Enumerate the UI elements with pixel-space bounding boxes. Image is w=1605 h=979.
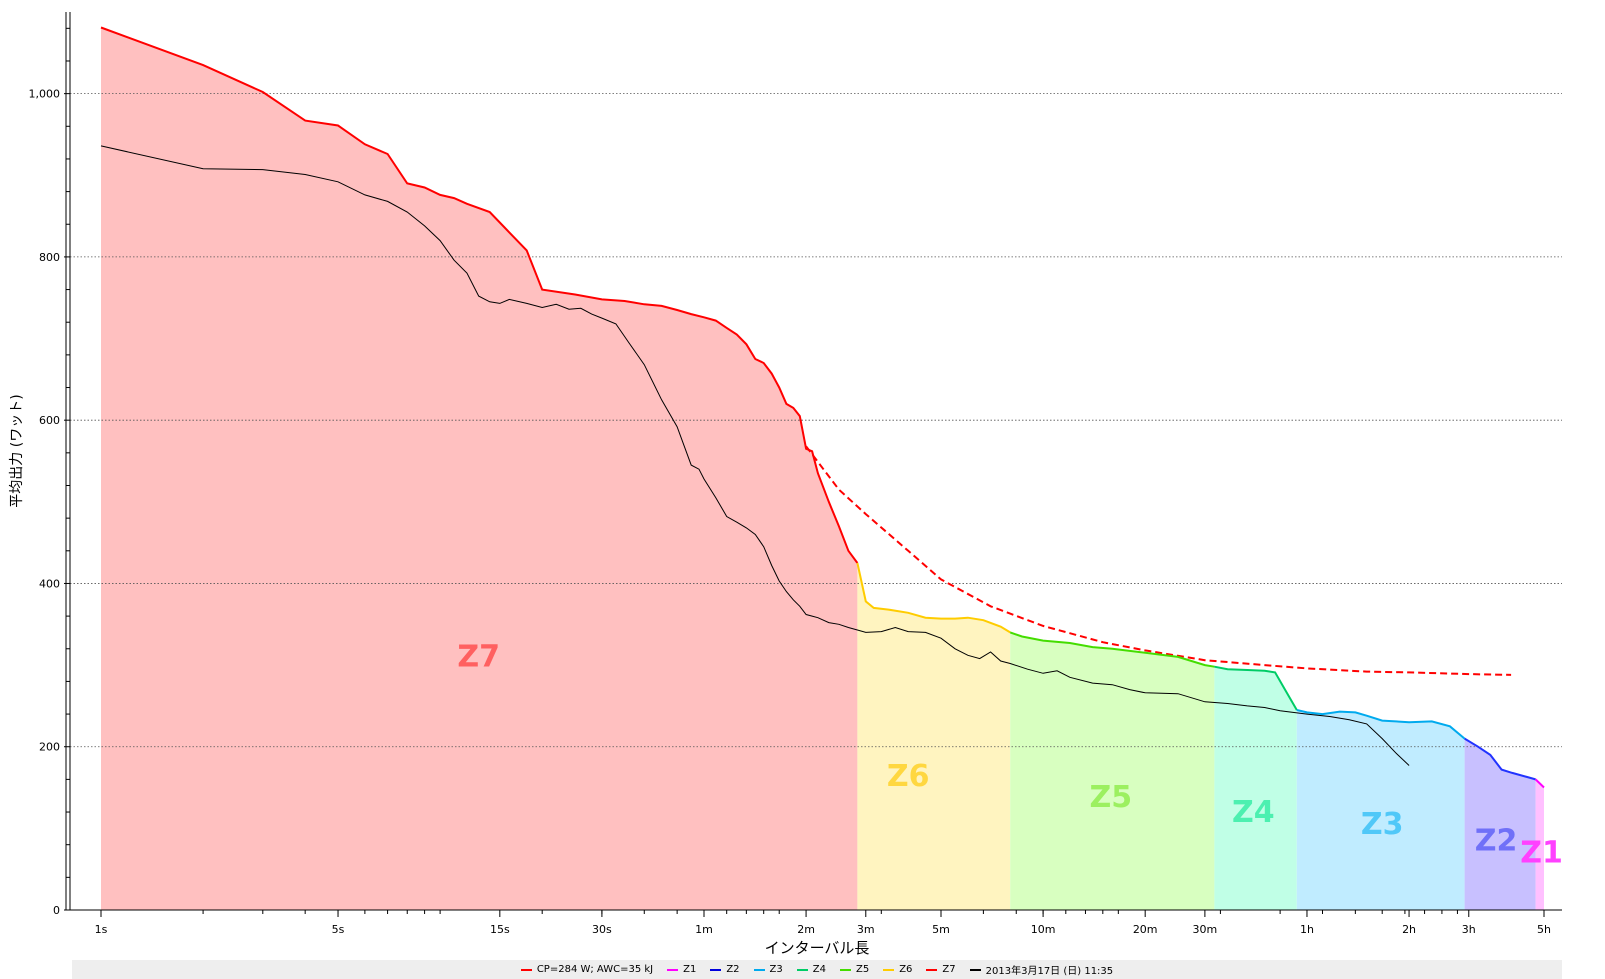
legend-swatch [520,968,532,971]
zone-label-z1: Z1 [1520,836,1563,871]
legend-swatch [710,968,722,971]
zone-fill-z3 [1296,710,1465,910]
zone-label-z3: Z3 [1361,807,1404,842]
x-tick-label: 1m [695,923,713,936]
x-tick-label: 1s [95,923,108,936]
zone-label-z6: Z6 [887,759,930,794]
x-tick-label: 15s [490,923,510,936]
zone-fill-z1 [1535,779,1544,910]
y-tick-label: 0 [53,904,60,917]
zone-label-z2: Z2 [1475,823,1518,858]
legend-item: CP=284 W; AWC=35 kJ [520,964,654,975]
x-tick-label: 3m [857,923,875,936]
ride-power-line [100,145,1410,766]
zone-label-z7: Z7 [457,640,500,675]
axes: 0 200 400 600 800 1,000 1s 5s 15s 30s 1m 2m 3m 5m 10m 2… [29,12,1562,936]
legend-item: 2013年3月17日 (日) 11:35 [969,962,1114,977]
legend-label: Z6 [899,964,913,975]
best-power-line-z4 [1214,665,1298,711]
cp-model-line [805,445,1512,676]
legend-label: Z1 [683,964,697,975]
grid-lines [70,93,1562,748]
best-power-line-z7 [100,26,859,564]
y-tick-label: 800 [39,251,60,264]
legend-item: Z4 [796,964,826,975]
legend-item: Z5 [839,964,870,975]
x-tick-label: 10m [1031,923,1056,936]
legend-swatch [926,968,938,971]
legend-label: Z5 [855,964,870,975]
best-power-line-z1 [1534,778,1545,789]
zone-fill-z6 [857,563,1011,910]
x-tick-label: 5s [332,923,345,936]
x-axis-title: インターバル長 [765,939,870,957]
zone-label-z4: Z4 [1232,795,1275,830]
best-power-line-z6 [856,562,1011,634]
x-tick-label: 30s [592,923,612,936]
legend-label: Z2 [726,964,740,975]
legend-swatch [883,968,895,971]
legend-item: Z6 [883,964,912,975]
series-lines [100,26,1545,789]
y-axis-title: 平均出力 (ワット) [9,394,25,507]
legend-item: Z3 [753,964,783,975]
x-tick-label: 3h [1462,923,1476,936]
y-tick-label: 400 [39,577,60,590]
zone-fills [101,27,1544,910]
legend-swatch [796,968,808,971]
legend-label: Z7 [942,964,956,975]
y-tick-label: 1,000 [29,88,61,101]
x-tick-label: 2h [1402,923,1416,936]
legend-label: CP=284 W; AWC=35 kJ [536,964,654,975]
y-tick-label: 200 [39,741,60,754]
zone-fill-z4 [1214,666,1297,910]
legend-item: Z7 [926,964,956,975]
x-tick-label: 20m [1133,923,1158,936]
legend-label: Z4 [812,964,826,975]
zone-fill-z7 [101,27,858,910]
zone-labels: Z7 Z6 Z5 Z4 Z3 Z2 Z1 [457,640,1562,871]
x-tick-label: 30m [1193,923,1218,936]
legend-item: Z2 [710,964,740,975]
legend-label: Z3 [769,964,783,975]
best-power-line-z5 [1009,631,1215,668]
x-tick-label: 5m [932,923,950,936]
legend-swatch [969,968,981,971]
legend-item: Z1 [667,964,696,975]
zone-label-z5: Z5 [1089,780,1132,815]
zone-fill-z2 [1464,738,1536,910]
legend: CP=284 W; AWC=35 kJ Z1 Z2 Z3 Z4 Z5 Z6 Z7 2013年3月… [72,960,1562,979]
zone-fill-z5 [1010,632,1215,910]
y-tick-label: 600 [39,414,60,427]
best-power-line-z2 [1464,737,1536,781]
x-tick-label: 5h [1537,923,1551,936]
x-tick-label: 2m [797,923,815,936]
legend-swatch [667,968,679,971]
best-power-line-z3 [1296,709,1466,740]
x-tick-label: 1h [1300,923,1314,936]
legend-swatch [839,968,851,971]
legend-label: 2013年3月17日 (日) 11:35 [985,966,1114,977]
legend-swatch [753,968,765,971]
